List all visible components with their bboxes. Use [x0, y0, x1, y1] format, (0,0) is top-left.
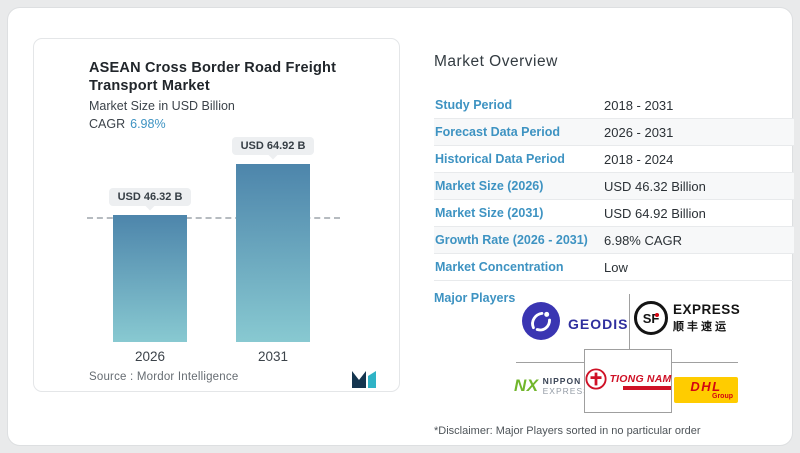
table-row-forecast-period: Forecast Data Period 2026 - 2031 — [434, 119, 794, 146]
reference-dashed-line — [87, 217, 340, 219]
major-players-label: Major Players — [434, 291, 516, 305]
bar-value-label-2026: USD 46.32 B — [108, 188, 192, 206]
sf-red-dot — [655, 313, 659, 317]
source-row: Source : Mordor Intelligence — [89, 371, 379, 388]
row-label: Market Size (2031) — [435, 206, 544, 220]
bar-value-label-2031: USD 64.92 B — [231, 137, 315, 155]
row-label: Forecast Data Period — [435, 125, 561, 139]
row-value: 6.98% CAGR — [604, 232, 683, 248]
cagr-label: CAGR — [89, 117, 126, 131]
bar-2031 — [236, 164, 310, 342]
logo-divider-horizontal-right — [672, 362, 738, 363]
bar-group-2031: USD 64.92 B — [231, 102, 315, 342]
row-label: Historical Data Period — [435, 152, 565, 166]
sf-wordmark: EXPRESS 顺丰速运 — [673, 302, 740, 334]
dhl-wordmark: DHL — [690, 378, 722, 394]
tiong-nam-text: TIONG NAM — [609, 372, 672, 385]
tiong-nam-banner — [623, 385, 672, 390]
row-label: Study Period — [435, 98, 513, 112]
row-label: Growth Rate (2026 - 2031) — [435, 233, 588, 247]
chart-card: ASEAN Cross Border Road Freight Transpor… — [33, 38, 400, 392]
row-value: 2018 - 2031 — [604, 97, 674, 113]
sf-express-logo: SF EXPRESS 顺丰速运 — [634, 301, 740, 335]
row-value: 2018 - 2024 — [604, 151, 674, 167]
bar-2026 — [113, 215, 187, 342]
table-row-market-size-2026: Market Size (2026) USD 46.32 Billion — [434, 173, 794, 200]
table-row-historical-period: Historical Data Period 2018 - 2024 — [434, 146, 794, 173]
chart-subtitle: Market Size in USD Billion — [89, 99, 235, 113]
source-text: Source : Mordor Intelligence — [89, 371, 239, 383]
row-label: Market Concentration — [435, 260, 564, 274]
nx-monogram: NX — [514, 376, 539, 395]
overview-heading: Market Overview — [434, 53, 558, 70]
tiong-nam-wordmark: TIONG NAM — [610, 373, 672, 390]
cagr-line: CAGR 6.98% — [89, 117, 166, 131]
tiong-nam-emblem-icon — [585, 367, 607, 395]
tiong-nam-logo: TIONG NAM — [585, 367, 672, 395]
mordor-intelligence-logo-icon — [351, 370, 377, 394]
logo-divider-horizontal-left — [516, 362, 584, 363]
logo-divider-vertical — [629, 294, 630, 349]
row-value: Low — [604, 259, 628, 275]
dhl-logo: DHL Group — [674, 377, 738, 403]
nippon-text: NIPPON — [542, 376, 582, 386]
row-value: USD 46.32 Billion — [604, 178, 706, 194]
table-row-market-concentration: Market Concentration Low — [434, 254, 794, 281]
overview-table: Study Period 2018 - 2031 Forecast Data P… — [434, 92, 794, 281]
table-row-growth-rate: Growth Rate (2026 - 2031) 6.98% CAGR — [434, 227, 794, 254]
row-value: 2026 - 2031 — [604, 124, 674, 140]
sf-chinese-text: 顺丰速运 — [673, 321, 729, 333]
table-row-study-period: Study Period 2018 - 2031 — [434, 92, 794, 119]
x-axis-label-2031: 2031 — [257, 349, 289, 364]
report-card-frame: ASEAN Cross Border Road Freight Transpor… — [7, 7, 794, 446]
nippon-wordmark: NIPPON EXPRESS — [543, 376, 590, 396]
row-value: USD 64.92 Billion — [604, 205, 706, 221]
dhl-group-text: Group — [712, 392, 733, 400]
bar-group-2026: USD 46.32 B — [108, 102, 192, 342]
disclaimer-text: *Disclaimer: Major Players sorted in no … — [434, 425, 701, 437]
sf-express-text: EXPRESS — [673, 302, 741, 317]
geodis-logo: GEODIS — [522, 302, 628, 345]
sf-monogram-icon: SF — [634, 301, 668, 335]
cagr-value: 6.98% — [130, 117, 166, 131]
geodis-wordmark: GEODIS — [568, 315, 629, 332]
tiong-nam-logo-box: TIONG NAM — [584, 349, 672, 413]
nippon-express-logo: NX NIPPON EXPRESS — [514, 376, 590, 396]
row-label: Market Size (2026) — [435, 179, 544, 193]
table-row-market-size-2031: Market Size (2031) USD 64.92 Billion — [434, 200, 794, 227]
express-text: EXPRESS — [542, 386, 590, 396]
geodis-emblem-icon — [522, 302, 560, 345]
chart-title: ASEAN Cross Border Road Freight Transpor… — [89, 60, 337, 94]
x-axis-label-2026: 2026 — [134, 349, 166, 364]
